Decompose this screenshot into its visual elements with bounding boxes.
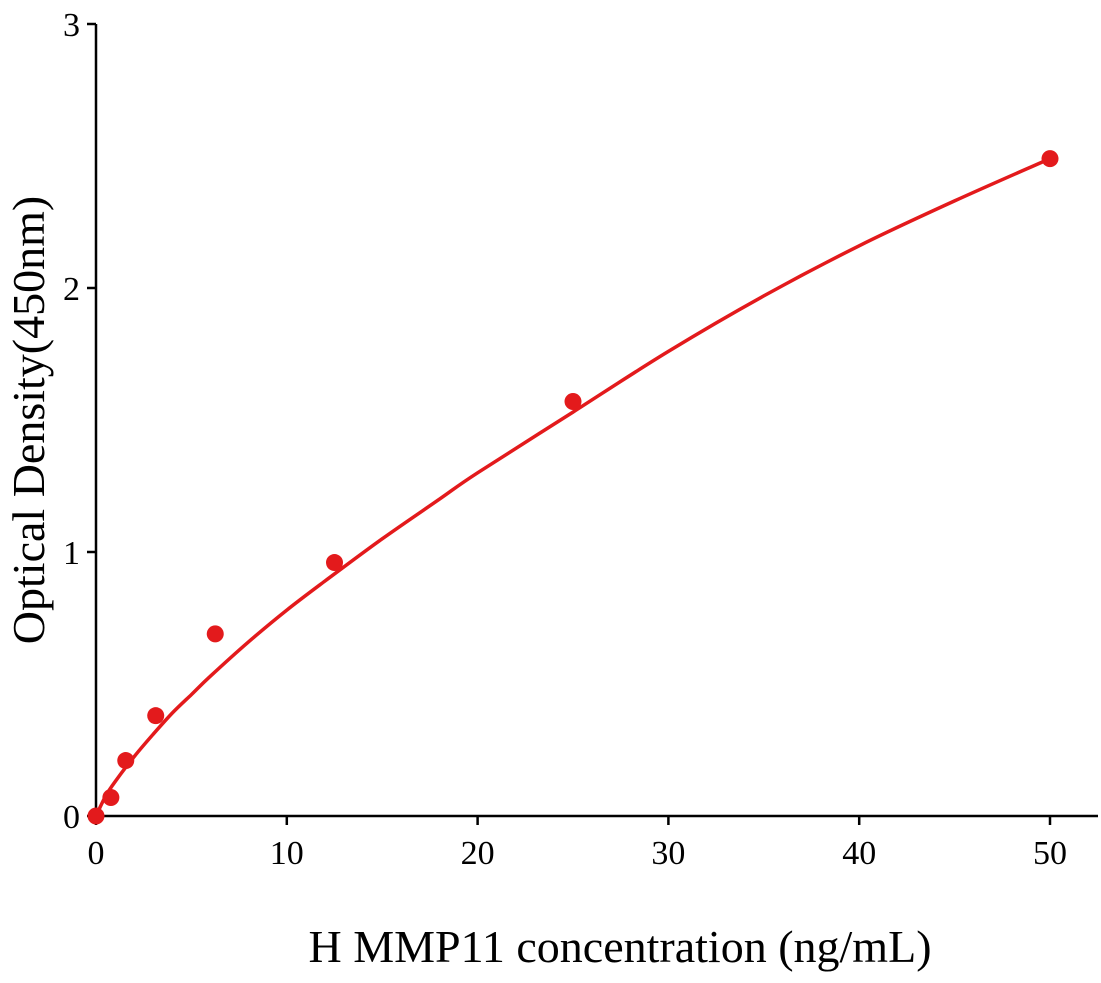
x-tick-label: 50: [1033, 835, 1067, 872]
data-point: [326, 554, 343, 572]
y-tick-label: 3: [63, 7, 80, 44]
y-tick-label: 2: [63, 271, 80, 308]
x-tick-label: 40: [842, 835, 876, 872]
data-point: [1041, 150, 1059, 168]
y-tick-label: 0: [63, 799, 80, 836]
x-tick-label: 30: [651, 835, 685, 872]
y-axis-title: Optical Density(450nm): [3, 196, 54, 644]
data-point: [87, 807, 105, 825]
data-point: [117, 752, 135, 770]
data-point: [206, 625, 224, 643]
data-point: [102, 789, 120, 807]
x-tick-label: 10: [270, 835, 304, 872]
data-point: [564, 393, 582, 411]
x-tick-label: 20: [461, 835, 495, 872]
fit-curve: [94, 157, 1051, 817]
y-tick-label: 1: [63, 535, 80, 572]
x-axis-title: H MMP11 concentration (ng/mL): [308, 921, 931, 972]
data-point: [147, 707, 165, 725]
x-tick-label: 0: [88, 835, 105, 872]
